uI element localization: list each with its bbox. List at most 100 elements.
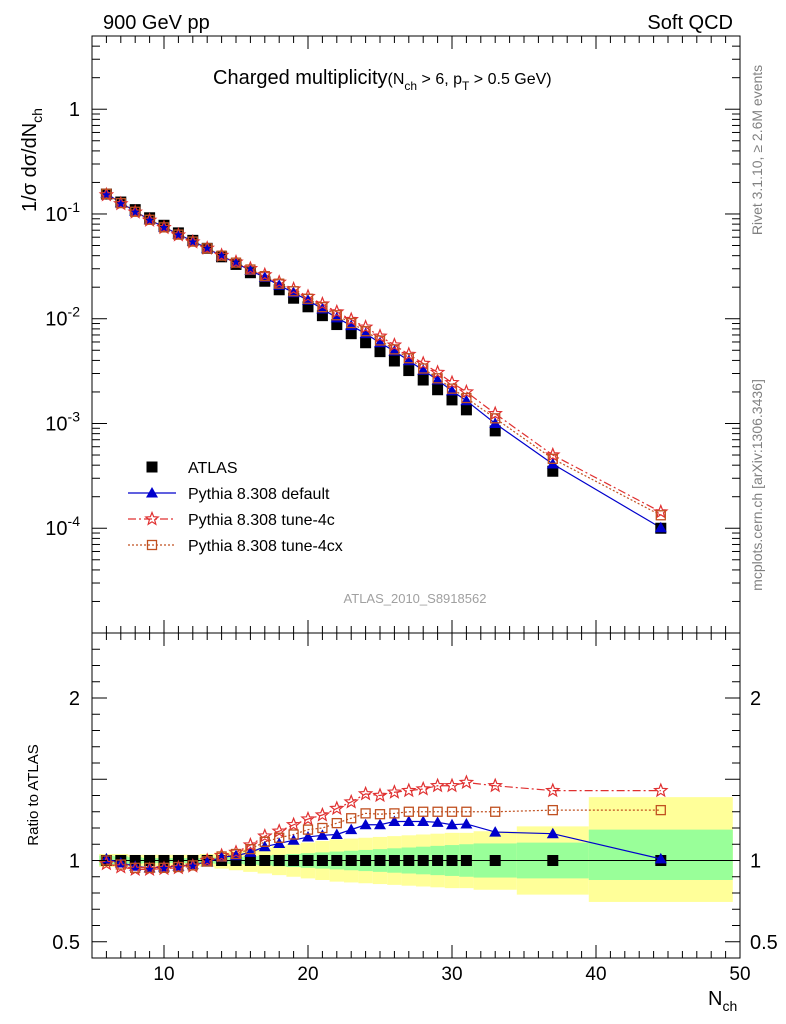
ratio-band-layer	[92, 797, 740, 902]
ratio-point-0	[345, 823, 358, 835]
main-y-tick-label: 10-4	[45, 513, 80, 540]
ratio-point-2	[274, 832, 285, 843]
ratio-point-0	[302, 830, 314, 842]
ratio-point-1	[257, 827, 273, 843]
x-axis-label-sub: ch	[722, 998, 737, 1014]
ratio-point-1	[487, 777, 503, 793]
main-point-0	[417, 374, 429, 386]
main-point-3	[245, 264, 256, 275]
analysis-label: ATLAS_2010_S8918562	[344, 591, 487, 606]
main-y-tick-label: 10-3	[45, 408, 80, 435]
ratio-point-0	[460, 817, 473, 829]
ratio-y-tick-label-left: 1	[69, 851, 80, 873]
main-point-2	[357, 319, 374, 334]
legend-label-2: Pythia 8.308 tune-4c	[188, 512, 335, 529]
header-right-label: Soft QCD	[647, 12, 733, 34]
main-title-cut-end: > 0.5 GeV)	[469, 71, 551, 88]
main-point-0	[403, 365, 415, 377]
main-point-3	[446, 383, 458, 394]
ratio-point-0	[431, 816, 444, 827]
ratio-point-0	[330, 828, 343, 839]
main-title-cut-sub1: ch	[404, 79, 417, 93]
main-point-3	[274, 278, 285, 289]
main-point-3	[173, 229, 184, 240]
ratio-point-2	[288, 829, 299, 840]
main-point-3	[144, 214, 155, 225]
ratio-point-2	[187, 860, 198, 871]
ratio-point-atlas	[316, 855, 328, 866]
main-y-tick-exponent: -1	[68, 199, 81, 215]
main-point-3	[187, 236, 198, 247]
ratio-point-atlas	[460, 855, 472, 866]
ratio-y-tick-label-left: 0.5	[52, 932, 80, 954]
main-point-2	[372, 328, 388, 343]
x-tick-label: 20	[297, 964, 318, 985]
ratio-point-2	[547, 804, 558, 816]
ratio-point-1	[300, 810, 316, 826]
main-point-0	[460, 404, 472, 416]
main-point-2	[314, 295, 331, 311]
legend-marker-0	[146, 461, 158, 473]
ratio-point-2	[302, 824, 314, 835]
main-ylabel: 1/σ dσ/dNch	[19, 108, 45, 212]
legend-label-1: Pythia 8.308 default	[188, 486, 330, 503]
x-tick-label: 30	[441, 964, 462, 985]
main-point-3	[115, 197, 126, 209]
ratio-ylabel: Ratio to ATLAS	[25, 744, 42, 845]
ratio-point-2	[245, 843, 256, 855]
main-point-0	[446, 394, 458, 406]
ratio-point-0	[402, 815, 415, 826]
ratio-point-2	[461, 806, 472, 817]
ratio-point-atlas	[302, 855, 314, 866]
main-point-3	[259, 270, 270, 282]
main-point-0	[489, 425, 501, 437]
ratio-point-1	[372, 787, 388, 803]
ratio-point-1	[444, 777, 460, 793]
ratio-point-1	[545, 782, 561, 798]
ratio-point-0	[388, 815, 401, 826]
legend-marker-1	[146, 487, 158, 498]
main-point-2	[653, 503, 669, 519]
ratio-point-atlas	[360, 855, 372, 866]
legend-label-3: Pythia 8.308 tune-4cx	[188, 538, 343, 555]
main-point-2	[458, 383, 475, 399]
main-title-cut: (Nch > 6, pT > 0.5 GeV)	[388, 71, 552, 93]
main-y-tick-label: 1	[69, 99, 80, 121]
ratio-point-2	[259, 836, 270, 847]
main-point-3	[302, 293, 314, 304]
ratio-point-atlas	[446, 855, 458, 866]
ratio-point-1	[314, 806, 331, 822]
x-tick-label: 50	[729, 964, 750, 985]
rivet-label: Rivet 3.1.10, ≥ 2.6M events	[749, 65, 765, 235]
ratio-point-1	[343, 793, 359, 809]
ratio-point-2	[418, 806, 429, 817]
legend-marker-2	[144, 510, 160, 526]
ratio-point-0	[374, 818, 386, 830]
ratio-point-atlas	[259, 855, 271, 866]
ratio-point-2	[655, 804, 666, 816]
main-point-3	[655, 510, 666, 521]
ratio-point-2	[346, 813, 357, 824]
ratio-point-2	[144, 862, 155, 873]
legend: ATLAS Pythia 8.308 default Pythia 8.308 tu…	[128, 460, 343, 555]
ratio-point-2	[432, 806, 443, 817]
main-point-1	[654, 521, 667, 533]
main-series-layer	[98, 186, 669, 534]
ratio-point-2	[158, 862, 170, 873]
main-point-3	[360, 326, 371, 337]
ratio-point-atlas	[345, 855, 357, 866]
main-point-3	[101, 188, 112, 199]
main-y-tick-label: 10-1	[45, 199, 80, 226]
main-point-0	[316, 310, 328, 322]
ratio-point-0	[446, 818, 458, 830]
main-point-3	[432, 373, 443, 384]
legend-marker-3	[146, 539, 158, 551]
main-point-1	[431, 374, 444, 385]
main-point-0	[345, 328, 357, 340]
ratio-point-atlas	[144, 855, 156, 866]
main-point-3	[389, 344, 400, 355]
ratio-point-2	[374, 809, 386, 820]
ratio-point-atlas	[547, 855, 559, 866]
main-title-cut-mid: > 6, p	[417, 71, 462, 88]
ratio-point-0	[546, 827, 559, 839]
